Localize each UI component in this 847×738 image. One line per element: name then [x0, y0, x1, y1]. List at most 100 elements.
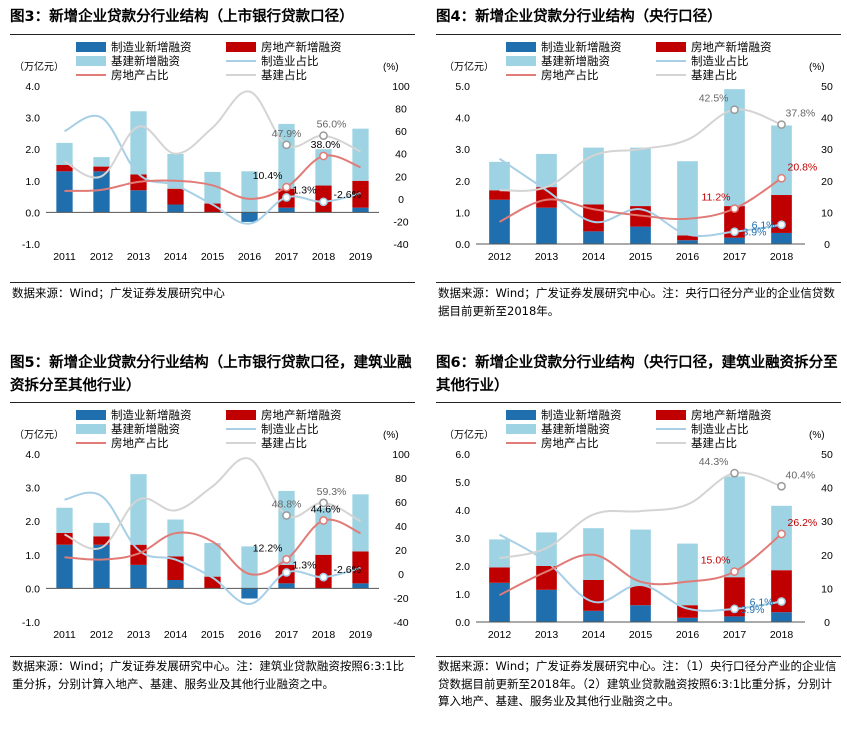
chart-figure-5: （万亿元） (%) -1.0 0.0 1.0 2.0 3.0 4.0 -40 -20 0 20 40 60…: [14, 428, 410, 641]
right-axis-tick: 40: [395, 149, 407, 161]
left-axis-tick: -1.0: [22, 617, 40, 629]
bar-real-estate: [771, 195, 792, 233]
data-marker: [730, 204, 739, 213]
data-label: 37.8%: [786, 108, 816, 120]
x-axis-tick: 2016: [676, 629, 700, 641]
line-manufacturing-share: [64, 114, 361, 225]
data-marker: [319, 498, 328, 508]
bar-real-estate: [204, 576, 221, 589]
figure-title: 图3：新增企业贷款分行业结构（上市银行贷款口径）: [10, 9, 354, 25]
data-marker: [777, 597, 786, 606]
legend-mfg-share: 制造业占比: [226, 54, 376, 68]
legend-swatch: [506, 442, 536, 444]
data-label: 3.9%: [743, 227, 767, 239]
legend-label: 房地产新增融资: [261, 40, 342, 54]
right-axis-tick: 60: [395, 497, 407, 509]
left-axis-unit: （万亿元）: [14, 428, 64, 441]
legend-mfg-share: 制造业占比: [656, 422, 806, 436]
legend-label: 制造业新增融资: [541, 40, 622, 54]
right-axis-tick: 80: [395, 473, 407, 485]
legend-swatch: [226, 428, 256, 430]
chart-figure-3: （万亿元） (%) -1.0 0.0 1.0 2.0 3.0 4.0 -40 -20 0 20 40 60…: [14, 60, 410, 263]
legend-swatch: [656, 410, 686, 420]
left-axis-tick: 3.0: [455, 533, 470, 545]
figure-title: 图5：新增企业贷款分行业结构（上市银行贷款口径，建筑业融资拆分至其他行业）: [10, 355, 412, 394]
legend-re-share: 房地产占比: [76, 436, 226, 450]
data-marker: [319, 151, 328, 161]
right-axis-tick: 40: [821, 113, 833, 125]
source-note: 数据来源：Wind；广发证券发展研究中心。注：央行口径分产业的企业信贷数据目前更…: [438, 286, 835, 318]
data-label: 42.5%: [699, 93, 729, 105]
legend-re-new: 房地产新增融资: [656, 408, 806, 422]
source-note: 数据来源：Wind；广发证券发展研究中心。注：（1）央行口径分产业的企业信贷数据…: [438, 659, 837, 708]
bar-infrastructure: [630, 147, 651, 207]
legend-mfg-new: 制造业新增融资: [506, 40, 656, 54]
data-marker: [777, 120, 786, 129]
left-axis-tick: 4.0: [25, 81, 40, 93]
legend-infra-new: 基建新增融资: [506, 54, 656, 68]
bar-real-estate: [167, 188, 184, 205]
legend-label: 制造业占比: [261, 422, 319, 436]
right-axis-tick: 40: [395, 521, 407, 533]
legend-label: 基建占比: [691, 436, 737, 450]
bar-manufacturing: [130, 190, 147, 213]
right-axis-tick: 0: [398, 569, 404, 581]
data-marker: [319, 131, 328, 141]
legend-swatch: [76, 442, 106, 444]
bar-manufacturing: [724, 616, 745, 622]
right-axis-tick: -40: [393, 617, 408, 629]
data-label: 40.4%: [786, 469, 816, 481]
left-axis-tick: 0.0: [455, 239, 470, 251]
bar-manufacturing: [167, 580, 184, 589]
x-axis-tick: 2015: [201, 629, 225, 641]
x-axis-tick: 2016: [238, 629, 262, 641]
legend-swatch: [76, 424, 106, 434]
right-axis-tick: 10: [821, 583, 833, 595]
left-axis-tick: 2.0: [455, 561, 470, 573]
data-label: 1.3%: [293, 184, 317, 196]
legend-mfg-share: 制造业占比: [656, 54, 806, 68]
x-axis-tick: 2012: [90, 251, 114, 263]
legend-label: 房地产占比: [111, 436, 169, 450]
left-axis-unit: （万亿元）: [14, 60, 64, 73]
legend-swatch: [656, 60, 686, 62]
bar-manufacturing: [241, 212, 258, 222]
bar-manufacturing: [630, 226, 651, 244]
data-marker: [282, 140, 291, 150]
data-label: 47.9%: [272, 128, 302, 140]
bar-manufacturing: [93, 544, 110, 589]
bar-real-estate: [130, 544, 147, 565]
data-marker: [777, 481, 786, 491]
legend-mfg-new: 制造业新增融资: [76, 408, 226, 422]
x-axis-tick: 2018: [312, 251, 336, 263]
bar-infrastructure: [167, 519, 184, 557]
x-axis-tick: 2014: [582, 251, 606, 263]
bar-manufacturing: [677, 240, 698, 244]
legend-swatch: [656, 428, 686, 430]
right-axis-tick: 50: [821, 81, 833, 93]
legend-infra-share: 基建占比: [656, 436, 806, 450]
source-note: 数据来源：Wind；广发证券发展研究中心: [12, 286, 225, 300]
data-label: 38.0%: [311, 139, 341, 151]
right-axis-tick: 60: [395, 126, 407, 138]
bar-manufacturing: [583, 610, 604, 622]
data-label: -2.6%: [334, 564, 361, 576]
legend-swatch: [226, 74, 256, 76]
legend-label: 房地产新增融资: [691, 40, 772, 54]
legend-infra-share: 基建占比: [226, 436, 376, 450]
legend-swatch: [506, 42, 536, 52]
legend-swatch: [226, 442, 256, 444]
bar-real-estate: [724, 577, 745, 617]
legend-swatch: [76, 56, 106, 66]
x-axis-tick: 2015: [201, 251, 225, 263]
data-label: 6.1%: [752, 220, 776, 232]
bar-real-estate: [536, 187, 557, 208]
data-label: 26.2%: [788, 517, 818, 529]
left-axis-tick: 5.0: [455, 81, 470, 93]
left-axis-tick: 0.0: [25, 207, 40, 219]
source-rule: [436, 656, 841, 657]
bar-infrastructure: [204, 171, 221, 204]
bar-infrastructure: [130, 111, 147, 175]
right-axis-tick: -20: [393, 216, 408, 228]
line-real-estate-share: [64, 518, 361, 576]
